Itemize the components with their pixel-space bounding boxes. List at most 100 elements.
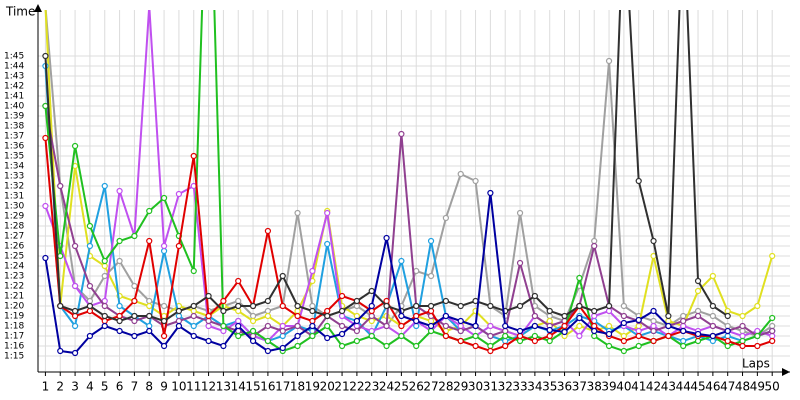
point [561,322,568,330]
point [309,317,316,325]
point [739,332,746,340]
point [709,272,716,280]
point [398,322,405,330]
point [739,312,746,320]
point [635,177,642,185]
point [487,302,494,310]
point [413,317,420,325]
point [57,347,64,355]
y-tick-label: 1:33 [4,172,24,182]
point [160,312,168,320]
point [724,312,731,320]
point [724,337,731,345]
x-tick-label: 40 [616,380,631,394]
x-tick-label: 36 [557,380,572,394]
y-tick-label: 1:35 [4,152,24,162]
point [383,297,390,305]
x-tick-label: 6 [116,380,124,394]
x-tick-label: 46 [705,380,720,394]
point [769,327,776,335]
point [264,337,272,345]
point [71,142,79,150]
point [131,312,138,320]
point [42,202,49,210]
point [86,282,94,290]
x-tick-label: 1 [42,380,50,394]
point [249,317,257,325]
point [71,282,79,290]
point [220,327,227,335]
point [324,209,331,217]
point [472,332,479,340]
point [249,332,257,340]
point [635,322,642,330]
point [516,209,524,217]
x-tick-label: 17 [275,380,290,394]
y-tick-label: 1:45 [4,52,24,62]
point [665,312,672,320]
x-tick-label: 16 [260,380,275,394]
y-tick-label: 1:24 [4,262,24,272]
point [739,327,746,335]
point [591,332,598,340]
point [383,342,390,350]
point [235,302,242,310]
y-tick-label: 1:32 [4,182,24,192]
y-tick-label: 1:41 [4,92,24,102]
y-tick-label: 1:17 [4,332,24,342]
point [576,322,583,330]
point [116,187,123,195]
x-tick-label: 19 [305,380,320,394]
point [368,302,375,310]
point [516,327,524,335]
point [249,327,257,335]
point [383,234,390,242]
point [235,297,242,305]
y-tick-label: 1:23 [4,272,24,282]
x-tick-label: 38 [587,380,602,394]
point [457,302,464,310]
point [635,316,642,324]
point [160,342,168,350]
x-tick-label: 15 [245,380,260,394]
point [220,307,227,315]
point [146,322,153,330]
point [190,152,197,160]
point [279,322,286,330]
point [86,222,94,230]
x-tick-label: 49 [750,380,765,394]
y-tick-label: 1:25 [4,252,24,262]
point [338,322,346,330]
point [235,307,242,315]
point [235,317,242,325]
y-tick-label: 1:30 [4,202,24,212]
y-tick-label: 1:40 [4,102,24,112]
point [279,272,286,280]
y-tick-label: 1:43 [4,72,24,82]
point [605,302,613,310]
point [516,332,524,340]
point [264,307,272,315]
point [605,322,613,330]
point [368,332,375,340]
point [694,277,702,285]
point [205,337,212,345]
point [427,237,435,245]
point [457,327,464,335]
point [324,322,331,330]
y-tick-label: 1:26 [4,242,24,252]
point [472,342,479,350]
point [516,337,524,345]
point [635,342,642,350]
point [442,322,449,330]
point [605,307,613,315]
x-tick-label: 13 [216,380,231,394]
point [309,307,316,315]
point [353,327,360,335]
point [101,302,108,310]
point [353,297,360,305]
point [739,337,746,345]
point [694,312,702,320]
point [338,342,346,350]
point [576,302,583,310]
